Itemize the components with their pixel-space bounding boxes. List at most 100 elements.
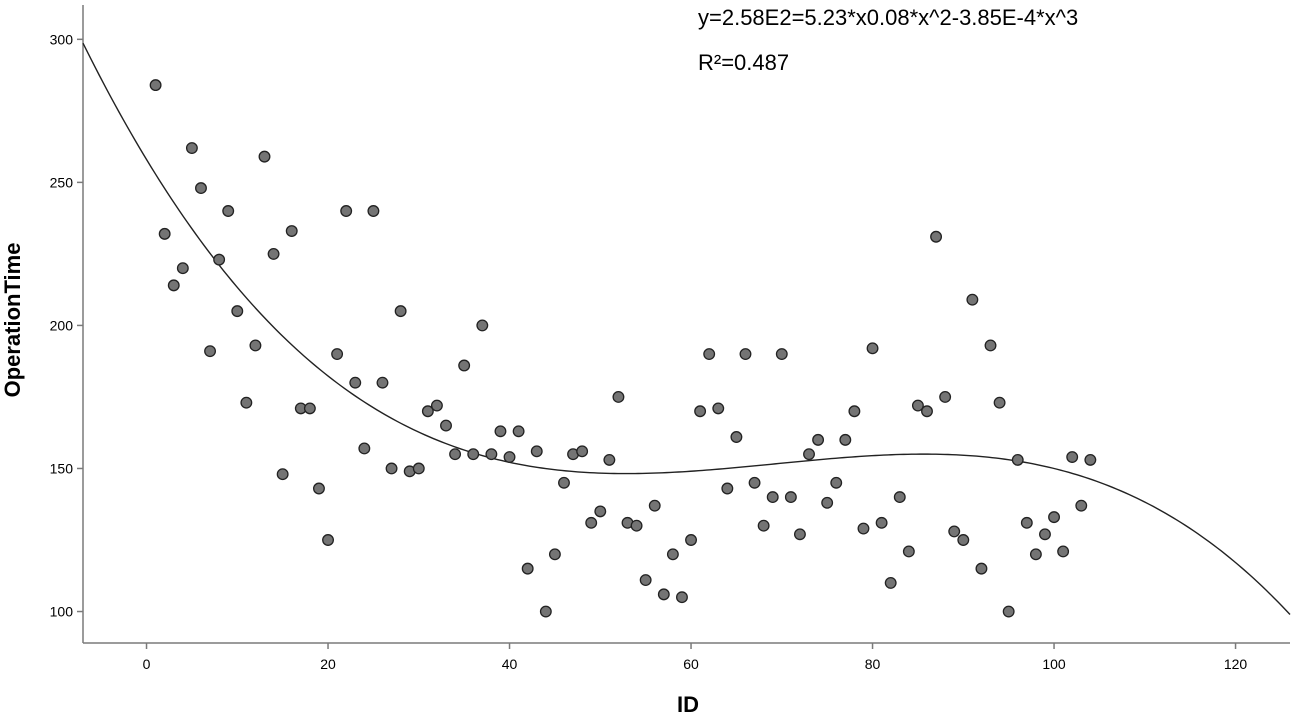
- data-point: [412, 462, 425, 475]
- data-point: [285, 225, 298, 237]
- data-point: [685, 534, 697, 546]
- y-tick-label: 200: [50, 317, 74, 333]
- data-point: [911, 399, 924, 412]
- data-point: [158, 227, 171, 240]
- data-point: [775, 348, 788, 360]
- data-point: [539, 605, 552, 618]
- data-point: [657, 588, 670, 601]
- data-point: [603, 453, 616, 466]
- data-point: [512, 425, 525, 438]
- data-point: [185, 142, 198, 154]
- data-point: [921, 405, 933, 418]
- y-tick-label: 150: [50, 460, 74, 476]
- x-tick-label: 40: [502, 656, 518, 672]
- data-point: [222, 205, 235, 217]
- data-point: [1029, 548, 1042, 561]
- data-point: [803, 448, 815, 461]
- data-point: [476, 319, 489, 332]
- x-tick-label: 120: [1224, 656, 1248, 672]
- x-tick-label: 100: [1042, 656, 1066, 672]
- data-point: [766, 491, 779, 504]
- data-point: [430, 399, 443, 412]
- data-point: [421, 405, 434, 418]
- data-point: [376, 376, 389, 389]
- data-point: [267, 247, 280, 260]
- data-point: [195, 182, 207, 195]
- data-point: [204, 345, 217, 358]
- data-point: [440, 419, 452, 432]
- data-point: [358, 442, 371, 455]
- data-point: [1011, 453, 1024, 466]
- data-point: [258, 150, 271, 163]
- data-point: [594, 505, 607, 518]
- data-point: [739, 348, 752, 360]
- data-point: [231, 305, 244, 318]
- data-point: [748, 476, 761, 489]
- data-point: [240, 396, 253, 409]
- x-axis-ticks: 0 20 40 60 80 100 120: [143, 643, 1248, 672]
- data-point: [984, 339, 997, 352]
- data-point: [866, 342, 879, 355]
- data-point: [367, 205, 380, 217]
- data-point: [648, 499, 661, 512]
- data-point: [521, 562, 534, 575]
- x-tick-label: 80: [865, 656, 881, 672]
- data-point: [830, 476, 843, 489]
- data-point: [957, 534, 970, 546]
- fit-line: [82, 42, 1291, 615]
- data-point: [812, 433, 825, 446]
- data-point: [757, 519, 770, 532]
- data-point: [322, 534, 334, 546]
- data-point: [784, 491, 797, 504]
- data-point: [839, 433, 852, 446]
- data-point: [848, 405, 861, 418]
- data-point: [1075, 499, 1088, 512]
- data-point: [1048, 511, 1060, 524]
- data-point: [548, 548, 561, 561]
- data-point: [857, 522, 870, 535]
- data-point: [993, 396, 1006, 409]
- y-tick-label: 250: [50, 174, 74, 190]
- x-axis-title: ID: [677, 692, 699, 715]
- x-tick-label: 60: [683, 656, 699, 672]
- data-point: [149, 79, 162, 92]
- data-point: [385, 462, 398, 475]
- fit-equation-label: y=2.58E2=5.23*x0.08*x^2-3.85E-4*x^3: [698, 5, 1078, 30]
- y-axis-ticks: 100 150 200 250 300: [50, 31, 83, 620]
- data-point: [1002, 605, 1015, 618]
- data-point: [966, 293, 979, 306]
- data-point: [875, 516, 888, 529]
- data-point: [213, 253, 226, 266]
- data-point: [712, 402, 725, 415]
- data-point: [576, 445, 589, 458]
- data-point: [1084, 453, 1097, 466]
- data-point: [676, 591, 688, 604]
- x-tick-label: 0: [143, 656, 151, 672]
- data-point: [394, 305, 407, 318]
- data-point: [1057, 545, 1070, 558]
- data-point: [585, 516, 598, 529]
- x-tick-label: 20: [320, 656, 336, 672]
- axes: [82, 5, 1290, 644]
- data-point: [612, 391, 625, 403]
- data-point: [975, 562, 988, 575]
- data-point: [349, 376, 362, 389]
- data-point: [249, 339, 262, 352]
- data-point: [639, 574, 652, 587]
- data-point: [930, 230, 943, 243]
- data-point: [630, 519, 643, 532]
- data-point: [494, 425, 507, 438]
- data-point: [167, 279, 180, 292]
- data-point: [666, 548, 679, 561]
- data-point: [458, 359, 471, 372]
- data-point: [558, 476, 570, 489]
- data-point: [176, 262, 189, 275]
- data-point: [276, 468, 289, 481]
- data-point: [340, 205, 353, 217]
- data-point: [948, 525, 961, 538]
- data-point: [530, 445, 543, 458]
- data-point: [1066, 451, 1079, 463]
- data-point: [730, 431, 743, 443]
